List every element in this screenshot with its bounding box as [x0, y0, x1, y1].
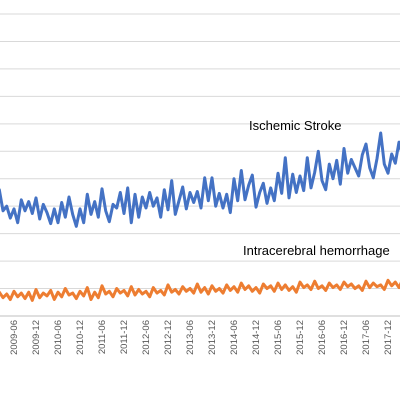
x-tick-label: 2012-06	[141, 320, 152, 355]
x-tick-label: 2009-06	[9, 320, 20, 355]
x-tick-label: 2011-06	[97, 320, 108, 354]
series-label-intracerebral-hemorrhage: Intracerebral hemorrhage	[243, 243, 390, 258]
x-tick-label: 2014-12	[251, 320, 262, 355]
x-tick-label: 2014-06	[229, 320, 240, 355]
x-tick-label: 2017-06	[361, 320, 372, 355]
x-axis-tick-labels: 2009-06 2009-12 2010-06 2010-12 2011-06 2011-…	[9, 320, 394, 355]
x-tick-label: 2012-12	[163, 320, 174, 355]
series-label-ischemic-stroke: Ischemic Stroke	[249, 118, 341, 133]
x-tick-label: 2011-12	[119, 320, 130, 354]
x-tick-label: 2016-06	[317, 320, 328, 355]
x-tick-label: 2017-12	[383, 320, 394, 355]
x-tick-label: 2010-12	[75, 320, 86, 355]
x-tick-label: 2013-12	[207, 320, 218, 355]
series-line-intracerebral-hemorrhage	[0, 278, 400, 302]
series-line-ischemic-stroke	[0, 131, 400, 228]
x-tick-label: 2013-06	[185, 320, 196, 355]
x-tick-label: 2015-12	[295, 320, 306, 355]
grid	[0, 13, 400, 317]
x-tick-label: 2010-06	[53, 320, 64, 355]
series-lines	[0, 131, 400, 302]
x-tick-label: 2009-12	[31, 320, 42, 355]
x-tick-label: 2016-12	[339, 320, 350, 355]
x-tick-label: 2015-06	[273, 320, 284, 355]
